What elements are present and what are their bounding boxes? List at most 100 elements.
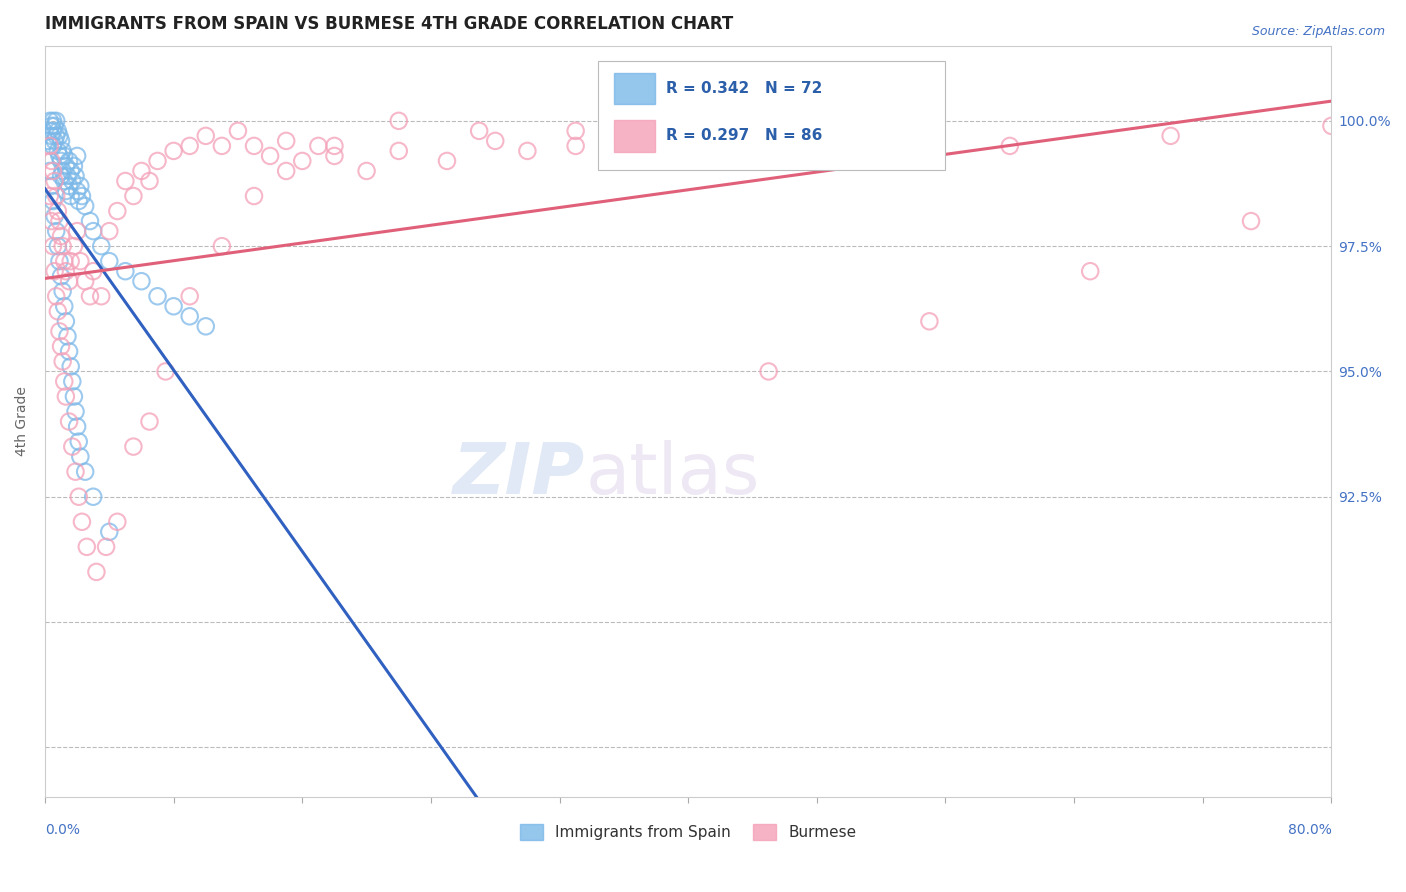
Point <box>45 128 67 143</box>
Point <box>69 179 91 194</box>
Point <box>52 354 75 368</box>
Text: Source: ZipAtlas.com: Source: ZipAtlas.com <box>1251 25 1385 38</box>
Point <box>55 314 77 328</box>
Point <box>356 164 378 178</box>
Point <box>65 465 87 479</box>
Point <box>564 139 586 153</box>
Point <box>114 264 136 278</box>
Point <box>276 134 298 148</box>
Point <box>59 254 82 268</box>
Point <box>86 565 108 579</box>
Point <box>998 139 1021 153</box>
Point <box>38 139 60 153</box>
Point <box>162 144 184 158</box>
Point <box>46 144 69 158</box>
Point <box>75 199 97 213</box>
Point <box>105 204 128 219</box>
Point <box>388 144 411 158</box>
Point <box>46 239 69 253</box>
Point <box>37 134 59 148</box>
Point <box>53 174 76 188</box>
Point <box>53 254 76 268</box>
Text: IMMIGRANTS FROM SPAIN VS BURMESE 4TH GRADE CORRELATION CHART: IMMIGRANTS FROM SPAIN VS BURMESE 4TH GRA… <box>45 15 733 33</box>
Point <box>52 239 75 253</box>
Point <box>44 174 66 188</box>
Point <box>48 128 70 143</box>
FancyBboxPatch shape <box>613 120 655 152</box>
Point <box>243 139 266 153</box>
Point <box>211 239 233 253</box>
FancyBboxPatch shape <box>598 61 945 169</box>
Text: R = 0.297   N = 86: R = 0.297 N = 86 <box>666 128 823 144</box>
Point <box>44 264 66 278</box>
Point <box>58 179 80 194</box>
Point <box>41 128 63 143</box>
Point <box>516 144 538 158</box>
Point <box>65 404 87 418</box>
Point <box>1160 128 1182 143</box>
Point <box>53 375 76 389</box>
Point <box>48 214 70 228</box>
Point <box>42 194 65 208</box>
Point <box>179 289 201 303</box>
Point <box>55 390 77 404</box>
Point <box>49 134 72 148</box>
Point <box>138 174 160 188</box>
Point <box>59 164 82 178</box>
Point <box>82 490 104 504</box>
Point <box>44 119 66 133</box>
Point <box>49 269 72 284</box>
Point <box>60 440 83 454</box>
Point <box>676 128 699 143</box>
Point <box>79 289 101 303</box>
Point <box>52 164 75 178</box>
Point <box>98 224 121 238</box>
Point <box>484 134 506 148</box>
Point <box>1240 214 1263 228</box>
Point <box>53 299 76 313</box>
Point <box>58 153 80 168</box>
Point <box>67 194 90 208</box>
Text: 80.0%: 80.0% <box>1288 822 1331 837</box>
Point <box>388 113 411 128</box>
Point <box>66 419 89 434</box>
Point <box>131 164 153 178</box>
Point <box>58 344 80 359</box>
Point <box>131 274 153 288</box>
Point <box>66 184 89 198</box>
Point <box>179 310 201 324</box>
Point <box>105 515 128 529</box>
Point <box>307 139 329 153</box>
Point <box>49 339 72 353</box>
Point <box>41 214 63 228</box>
Point <box>53 149 76 163</box>
Point <box>82 264 104 278</box>
Point <box>243 189 266 203</box>
Point <box>146 153 169 168</box>
Point <box>276 164 298 178</box>
Point <box>41 153 63 168</box>
Point <box>70 189 93 203</box>
Point <box>98 524 121 539</box>
Point <box>122 440 145 454</box>
Point <box>67 434 90 449</box>
Point <box>79 214 101 228</box>
Text: 0.0%: 0.0% <box>45 822 80 837</box>
Point <box>758 364 780 378</box>
Point <box>49 169 72 183</box>
Point <box>38 189 60 203</box>
Point <box>918 314 941 328</box>
Point <box>138 415 160 429</box>
Point <box>58 274 80 288</box>
Point <box>55 184 77 198</box>
Point <box>90 289 112 303</box>
Point <box>94 540 117 554</box>
Point <box>211 139 233 153</box>
Point <box>63 159 86 173</box>
Point <box>194 128 217 143</box>
Point <box>59 359 82 374</box>
Point <box>56 169 79 183</box>
Point <box>52 144 75 158</box>
Point <box>98 254 121 268</box>
Point <box>90 239 112 253</box>
